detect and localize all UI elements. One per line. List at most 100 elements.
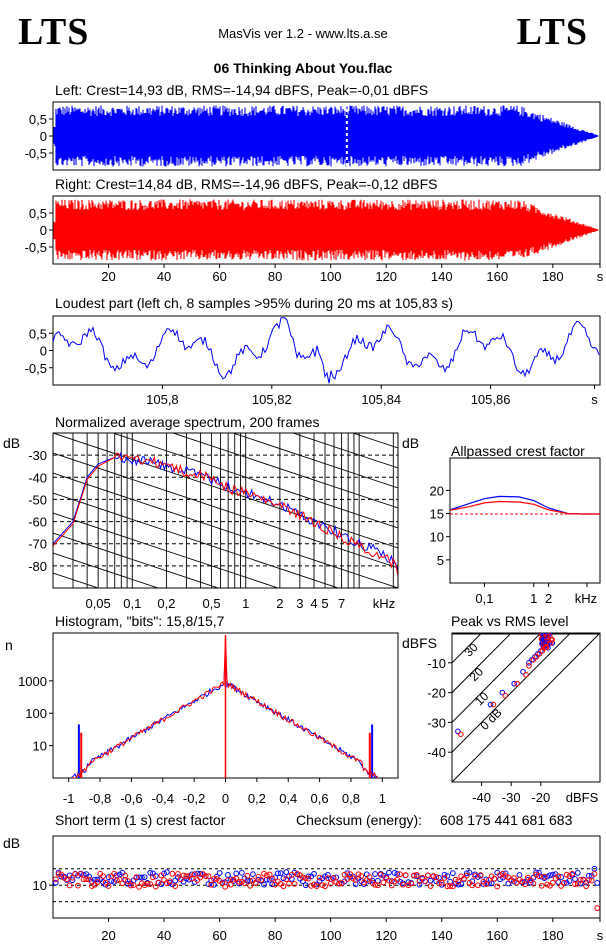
short-term-point-red [280, 883, 287, 890]
histogram-y-label: 1000 [18, 674, 47, 689]
short-term-point-blue [555, 879, 562, 885]
short-term-point-red [83, 876, 90, 883]
allpassed-y-label: 15 [430, 507, 444, 522]
histogram-x-label: -1 [63, 791, 75, 806]
avg-spectrum-title: Normalized average spectrum, 200 frames [55, 414, 320, 430]
histogram-y-label: 100 [25, 706, 47, 721]
short-term-point-red [322, 883, 329, 890]
avg-spectrum-xlabel-tick: 1 [242, 596, 249, 611]
short-term-point-red [80, 876, 87, 883]
short-term-point-blue [130, 877, 137, 884]
peak-rms-y-label: -20 [427, 686, 446, 701]
avg-spectrum-slope [53, 472, 398, 588]
short-term-point-blue [572, 876, 578, 882]
peak-rms-point-blue [499, 689, 506, 696]
short-term-point-blue [269, 881, 276, 888]
loudest-y-label: 0 [40, 344, 47, 359]
short-term-point-red [424, 872, 431, 879]
short-term-point-red [238, 878, 245, 885]
short-term-point-red [491, 875, 498, 882]
avg-spectrum-xlabel-tick: 3 [296, 596, 303, 611]
peak-rms-point-red [549, 636, 555, 643]
short-term-point-blue [94, 876, 101, 883]
right-waveform-x-label: 100 [320, 269, 342, 284]
loudest-x-label: 105,84 [361, 392, 401, 407]
avg-spectrum-ylabel-tick: -60 [28, 515, 47, 530]
short-term-point-red [588, 877, 595, 884]
short-term-point-red [377, 871, 384, 878]
avg-spectrum-series-red [53, 452, 398, 577]
short-term-point-red [544, 881, 551, 888]
short-term-point-red [77, 871, 84, 877]
short-term-point-red [125, 878, 131, 884]
short-term-point-red [497, 871, 503, 878]
checksum-value: 608 175 441 681 683 [440, 812, 573, 828]
avg-spectrum-xlabel-tick: 5 [321, 596, 328, 611]
short-term-point-red [269, 875, 276, 882]
right-waveform-x-label: 160 [486, 269, 508, 284]
short-term-point-red [549, 879, 556, 886]
short-term-point-red [449, 883, 456, 890]
short-term-point-red [388, 882, 395, 889]
short-term-point-red [341, 871, 348, 878]
short-term-point-blue [255, 876, 262, 883]
peak-rms-point-blue [487, 701, 494, 708]
short-term-point-red [244, 872, 251, 879]
short-term-point-red [150, 874, 156, 881]
avg-spectrum-slope [231, 433, 398, 489]
short-term-point-red [94, 879, 101, 885]
right-waveform-x-label: 80 [268, 269, 282, 284]
short-term-point-red [247, 882, 254, 889]
peak-rms-x-label: -30 [502, 790, 521, 805]
histogram-x-label: 1 [379, 791, 386, 806]
short-term-point-blue [585, 872, 592, 879]
short-term-point-red [330, 875, 337, 881]
short-term-point-red [136, 883, 142, 890]
peak-rms-point-red [536, 651, 543, 657]
avg-spectrum-slope [53, 433, 398, 549]
right-waveform-x-label: 60 [212, 269, 226, 284]
short-term-point-blue [469, 878, 476, 885]
short-term-point-red [397, 871, 403, 878]
avg-spectrum-xlabel-tick: 0,05 [85, 596, 110, 611]
avg-spectrum-slope [291, 433, 398, 469]
short-term-point-blue [363, 871, 370, 878]
peak-rms-diagonal [452, 633, 512, 693]
short-term-point-blue [324, 872, 331, 878]
short-term-point-red [472, 873, 478, 879]
short-term-point-red [585, 877, 592, 883]
peak-rms-diagonal [452, 633, 483, 664]
short-term-point-red [111, 870, 117, 877]
short-term-point-red [338, 880, 345, 886]
short-term-point-red [119, 880, 126, 887]
avg-spectrum-slope [53, 313, 398, 428]
short-term-point-blue [311, 870, 317, 877]
short-term-point-red [205, 873, 212, 880]
short-term-point-red [102, 879, 109, 886]
loudest-x-label: 105,82 [252, 392, 292, 407]
short-term-point-red [530, 880, 537, 887]
short-term-point-blue [238, 869, 245, 876]
short-term-point-red [252, 880, 259, 886]
short-term-point-blue [136, 874, 142, 881]
short-term-point-blue [233, 870, 240, 877]
short-term-y-label: 10 [33, 878, 47, 893]
short-term-point-blue [194, 870, 201, 877]
avg-spectrum-slope [53, 532, 220, 588]
short-term-x-label: 60 [212, 928, 226, 943]
short-term-point-red [86, 876, 92, 883]
avg-spectrum-slope [53, 452, 398, 569]
short-term-point-blue [216, 870, 223, 876]
left-waveform-series [53, 105, 599, 167]
short-term-point-blue [405, 879, 412, 885]
allpassed-title: Allpassed crest factor [451, 443, 585, 459]
short-term-point-red [494, 883, 501, 890]
allpassed-x-label: 1 [530, 591, 537, 606]
short-term-point-red [436, 880, 442, 887]
histogram-title: Histogram, "bits": 15,8/15,7 [55, 613, 225, 629]
right-waveform-y-label: -0,5 [25, 240, 47, 255]
short-term-point-blue [263, 876, 270, 883]
peak-rms-y-label: -40 [427, 745, 446, 760]
avg-spectrum-slope [53, 512, 280, 588]
